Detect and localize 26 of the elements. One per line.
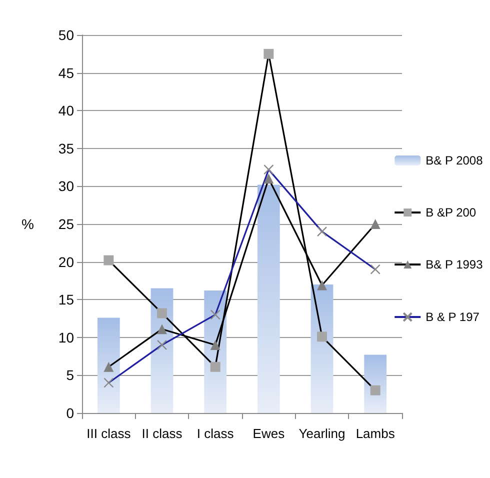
legend-label: B& P 2008 (426, 154, 484, 168)
y-tick-label: 45 (58, 64, 74, 81)
y-axis-title: % (22, 216, 34, 232)
y-tick-label: 25 (58, 216, 74, 232)
bar (97, 318, 120, 413)
x-tick-label: Lambs (356, 426, 396, 441)
bar (364, 354, 387, 413)
legend-label: B & P 197 (426, 310, 480, 324)
legend-label: B& P 1993 (426, 258, 484, 272)
x-tick-label: III class (86, 426, 132, 441)
x-tick-label: I class (196, 426, 234, 441)
x-tick-label: Ewes (252, 426, 286, 441)
y-tick-label: 40 (58, 102, 74, 119)
y-tick-label: 30 (58, 178, 74, 194)
y-tick-label: 10 (58, 329, 74, 346)
legend-label: B &P 200 (426, 206, 476, 220)
y-tick-label: 15 (58, 292, 74, 308)
y-tick-label: 50 (58, 27, 74, 43)
bar (257, 184, 280, 413)
bar (310, 284, 334, 413)
y-tick-label: 5 (66, 367, 74, 384)
x-tick-label: Yearling (298, 426, 346, 441)
x-tick-label: II class (142, 426, 183, 441)
y-tick-label: 0 (66, 405, 74, 421)
y-tick-label: 35 (58, 140, 74, 156)
y-tick-label: 20 (58, 254, 74, 270)
